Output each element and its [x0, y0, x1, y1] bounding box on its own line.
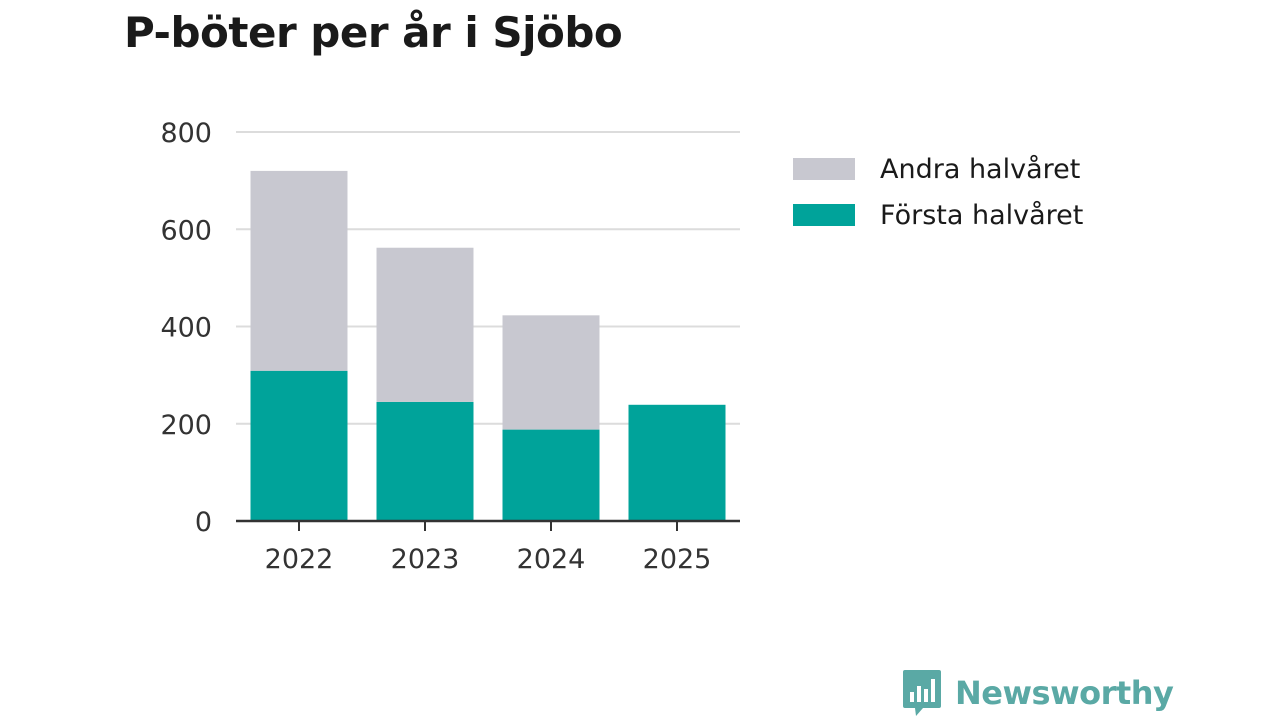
y-tick-label-0: 0 [195, 507, 212, 538]
bar-2025-forsta [628, 404, 726, 521]
legend: Andra halvåret Första halvåret [793, 146, 1083, 238]
y-tick-label-600: 600 [160, 215, 212, 246]
y-tick-label-400: 400 [160, 313, 212, 344]
bar-2023-forsta [376, 401, 474, 521]
newsworthy-logo-icon [903, 670, 941, 716]
x-tick-label-2025: 2025 [643, 544, 712, 575]
y-tick-label-800: 800 [160, 118, 212, 149]
legend-item-andra: Andra halvåret [793, 146, 1083, 192]
x-tick-label-2023: 2023 [391, 544, 460, 575]
x-tick-label-2022: 2022 [265, 544, 334, 575]
legend-swatch-forsta [793, 204, 855, 226]
brand-logo: Newsworthy [901, 668, 1174, 718]
bar-2023-andra [376, 247, 474, 402]
bar-2022-andra [250, 170, 348, 371]
bar-2022-forsta [250, 370, 348, 521]
legend-item-forsta: Första halvåret [793, 192, 1083, 238]
legend-swatch-andra [793, 158, 855, 180]
y-tick-label-200: 200 [160, 410, 212, 441]
legend-label-andra: Andra halvåret [880, 153, 1081, 185]
chart-title: P-böter per år i Sjöbo [124, 8, 623, 57]
bar-2024-andra [502, 315, 600, 430]
brand-name: Newsworthy [955, 674, 1174, 712]
bar-2024-forsta [502, 429, 600, 521]
x-tick-label-2024: 2024 [517, 544, 586, 575]
legend-label-forsta: Första halvåret [880, 199, 1084, 231]
